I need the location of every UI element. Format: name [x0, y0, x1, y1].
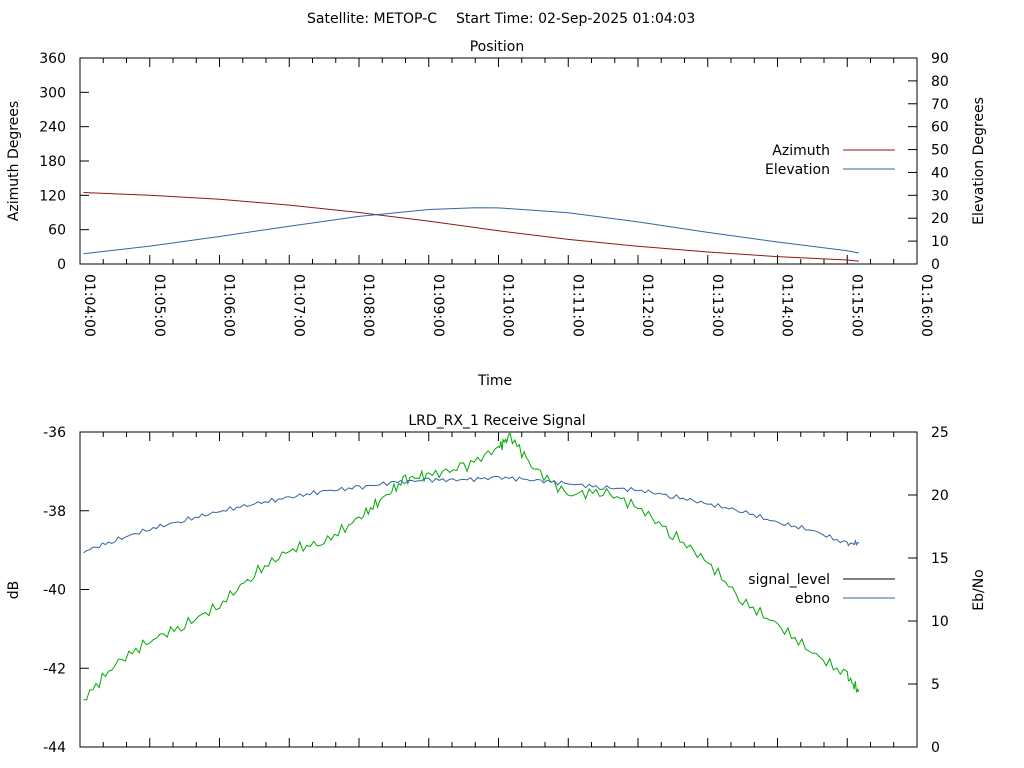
- y-tick-label: 240: [39, 120, 66, 136]
- y2-tick-label: 0: [931, 740, 940, 756]
- x-tick-label: 01:10:00: [500, 274, 516, 337]
- y2-tick-label: 20: [931, 211, 949, 227]
- y2-tick-label: 10: [931, 234, 949, 250]
- y-tick-label: -36: [43, 425, 66, 441]
- x-tick-label: 01:05:00: [151, 274, 167, 337]
- y2-tick-label: 15: [931, 551, 949, 567]
- y-tick-label: 300: [39, 85, 66, 101]
- series-line-elevation: [83, 207, 859, 255]
- y2-tick-label: 40: [931, 165, 949, 181]
- y-tick-label: -40: [43, 583, 66, 599]
- position-y2-axis-label: Elevation Degrees: [971, 97, 987, 225]
- position-chart-title: Position: [470, 39, 525, 55]
- y2-tick-label: 50: [931, 143, 949, 159]
- y2-tick-label: 5: [931, 677, 940, 693]
- signal-chart: LRD_RX_1 Receive Signal -44-42-40-38-36 …: [6, 413, 987, 756]
- y-tick-label: 360: [39, 51, 66, 67]
- position-y2-ticks: 0 10 20 30 40 50 60 70 80 90: [908, 51, 949, 273]
- signal-y-ticks: -44 -42 -40 -38 -36: [43, 425, 89, 756]
- y2-tick-label: 0: [931, 257, 940, 273]
- signal-chart-title: LRD_RX_1 Receive Signal: [408, 413, 585, 429]
- series-line-azimuth: [83, 192, 859, 262]
- position-x-ticks: 01:04:00 01:05:00 01:06:00 01:07:00 01:08:00…: [79, 58, 934, 337]
- y2-tick-label: 20: [931, 488, 949, 504]
- y2-tick-label: 30: [931, 188, 949, 204]
- x-tick-label: 01:04:00: [81, 274, 97, 337]
- x-tick-label: 01:16:00: [918, 274, 934, 337]
- signal-y2-axis-label: Eb/No: [971, 569, 987, 611]
- legend-label: Elevation: [765, 162, 830, 178]
- y-tick-label: -44: [43, 740, 66, 756]
- y2-tick-label: 70: [931, 97, 949, 113]
- y2-tick-label: 60: [931, 120, 949, 136]
- x-tick-label: 01:09:00: [430, 274, 446, 337]
- position-x-axis-label: Time: [477, 373, 512, 389]
- position-legend: Azimuth Elevation: [765, 143, 895, 178]
- satellite-label: Satellite: METOP-C: [307, 11, 437, 27]
- signal-series: [83, 432, 860, 701]
- legend-label: signal_level: [748, 572, 830, 588]
- y-tick-label: 0: [57, 257, 66, 273]
- signal-y2-ticks: 0 5 10 15 20 25: [908, 425, 949, 756]
- x-tick-label: 01:06:00: [221, 274, 237, 337]
- legend-label: Azimuth: [772, 143, 830, 159]
- x-tick-label: 01:13:00: [709, 274, 725, 337]
- position-chart: Position 01:04:00 01:05:00 01:06:00 01:07:0…: [6, 39, 987, 389]
- position-y-axis-label: Azimuth Degrees: [6, 101, 22, 221]
- y-tick-label: 180: [39, 154, 66, 170]
- signal-x-ticks: [79, 432, 918, 747]
- x-tick-label: 01:15:00: [848, 274, 864, 337]
- y-tick-label: -42: [43, 661, 66, 677]
- y-tick-label: -38: [43, 504, 66, 520]
- y2-tick-label: 25: [931, 425, 949, 441]
- start-time-label: Start Time: 02-Sep-2025 01:04:03: [456, 11, 695, 27]
- signal-y-axis-label: dB: [6, 581, 22, 600]
- x-tick-label: 01:12:00: [639, 274, 655, 337]
- y2-tick-label: 80: [931, 74, 949, 90]
- position-plot-frame: [79, 57, 918, 265]
- x-tick-label: 01:08:00: [360, 274, 376, 337]
- position-series: [83, 192, 859, 262]
- series-line-signal-level: [83, 432, 860, 701]
- legend-label: ebno: [795, 591, 830, 607]
- y2-tick-label: 90: [931, 51, 949, 67]
- x-tick-label: 01:14:00: [779, 274, 795, 337]
- signal-plot-frame: [79, 431, 918, 748]
- y-tick-label: 60: [48, 223, 66, 239]
- x-tick-label: 01:07:00: [290, 274, 306, 337]
- y2-tick-label: 10: [931, 614, 949, 630]
- x-tick-label: 01:11:00: [569, 274, 585, 337]
- y-tick-label: 120: [39, 188, 66, 204]
- position-y-ticks: 0 60 120 180 240 300 360: [39, 51, 89, 273]
- series-line-ebno: [83, 475, 860, 554]
